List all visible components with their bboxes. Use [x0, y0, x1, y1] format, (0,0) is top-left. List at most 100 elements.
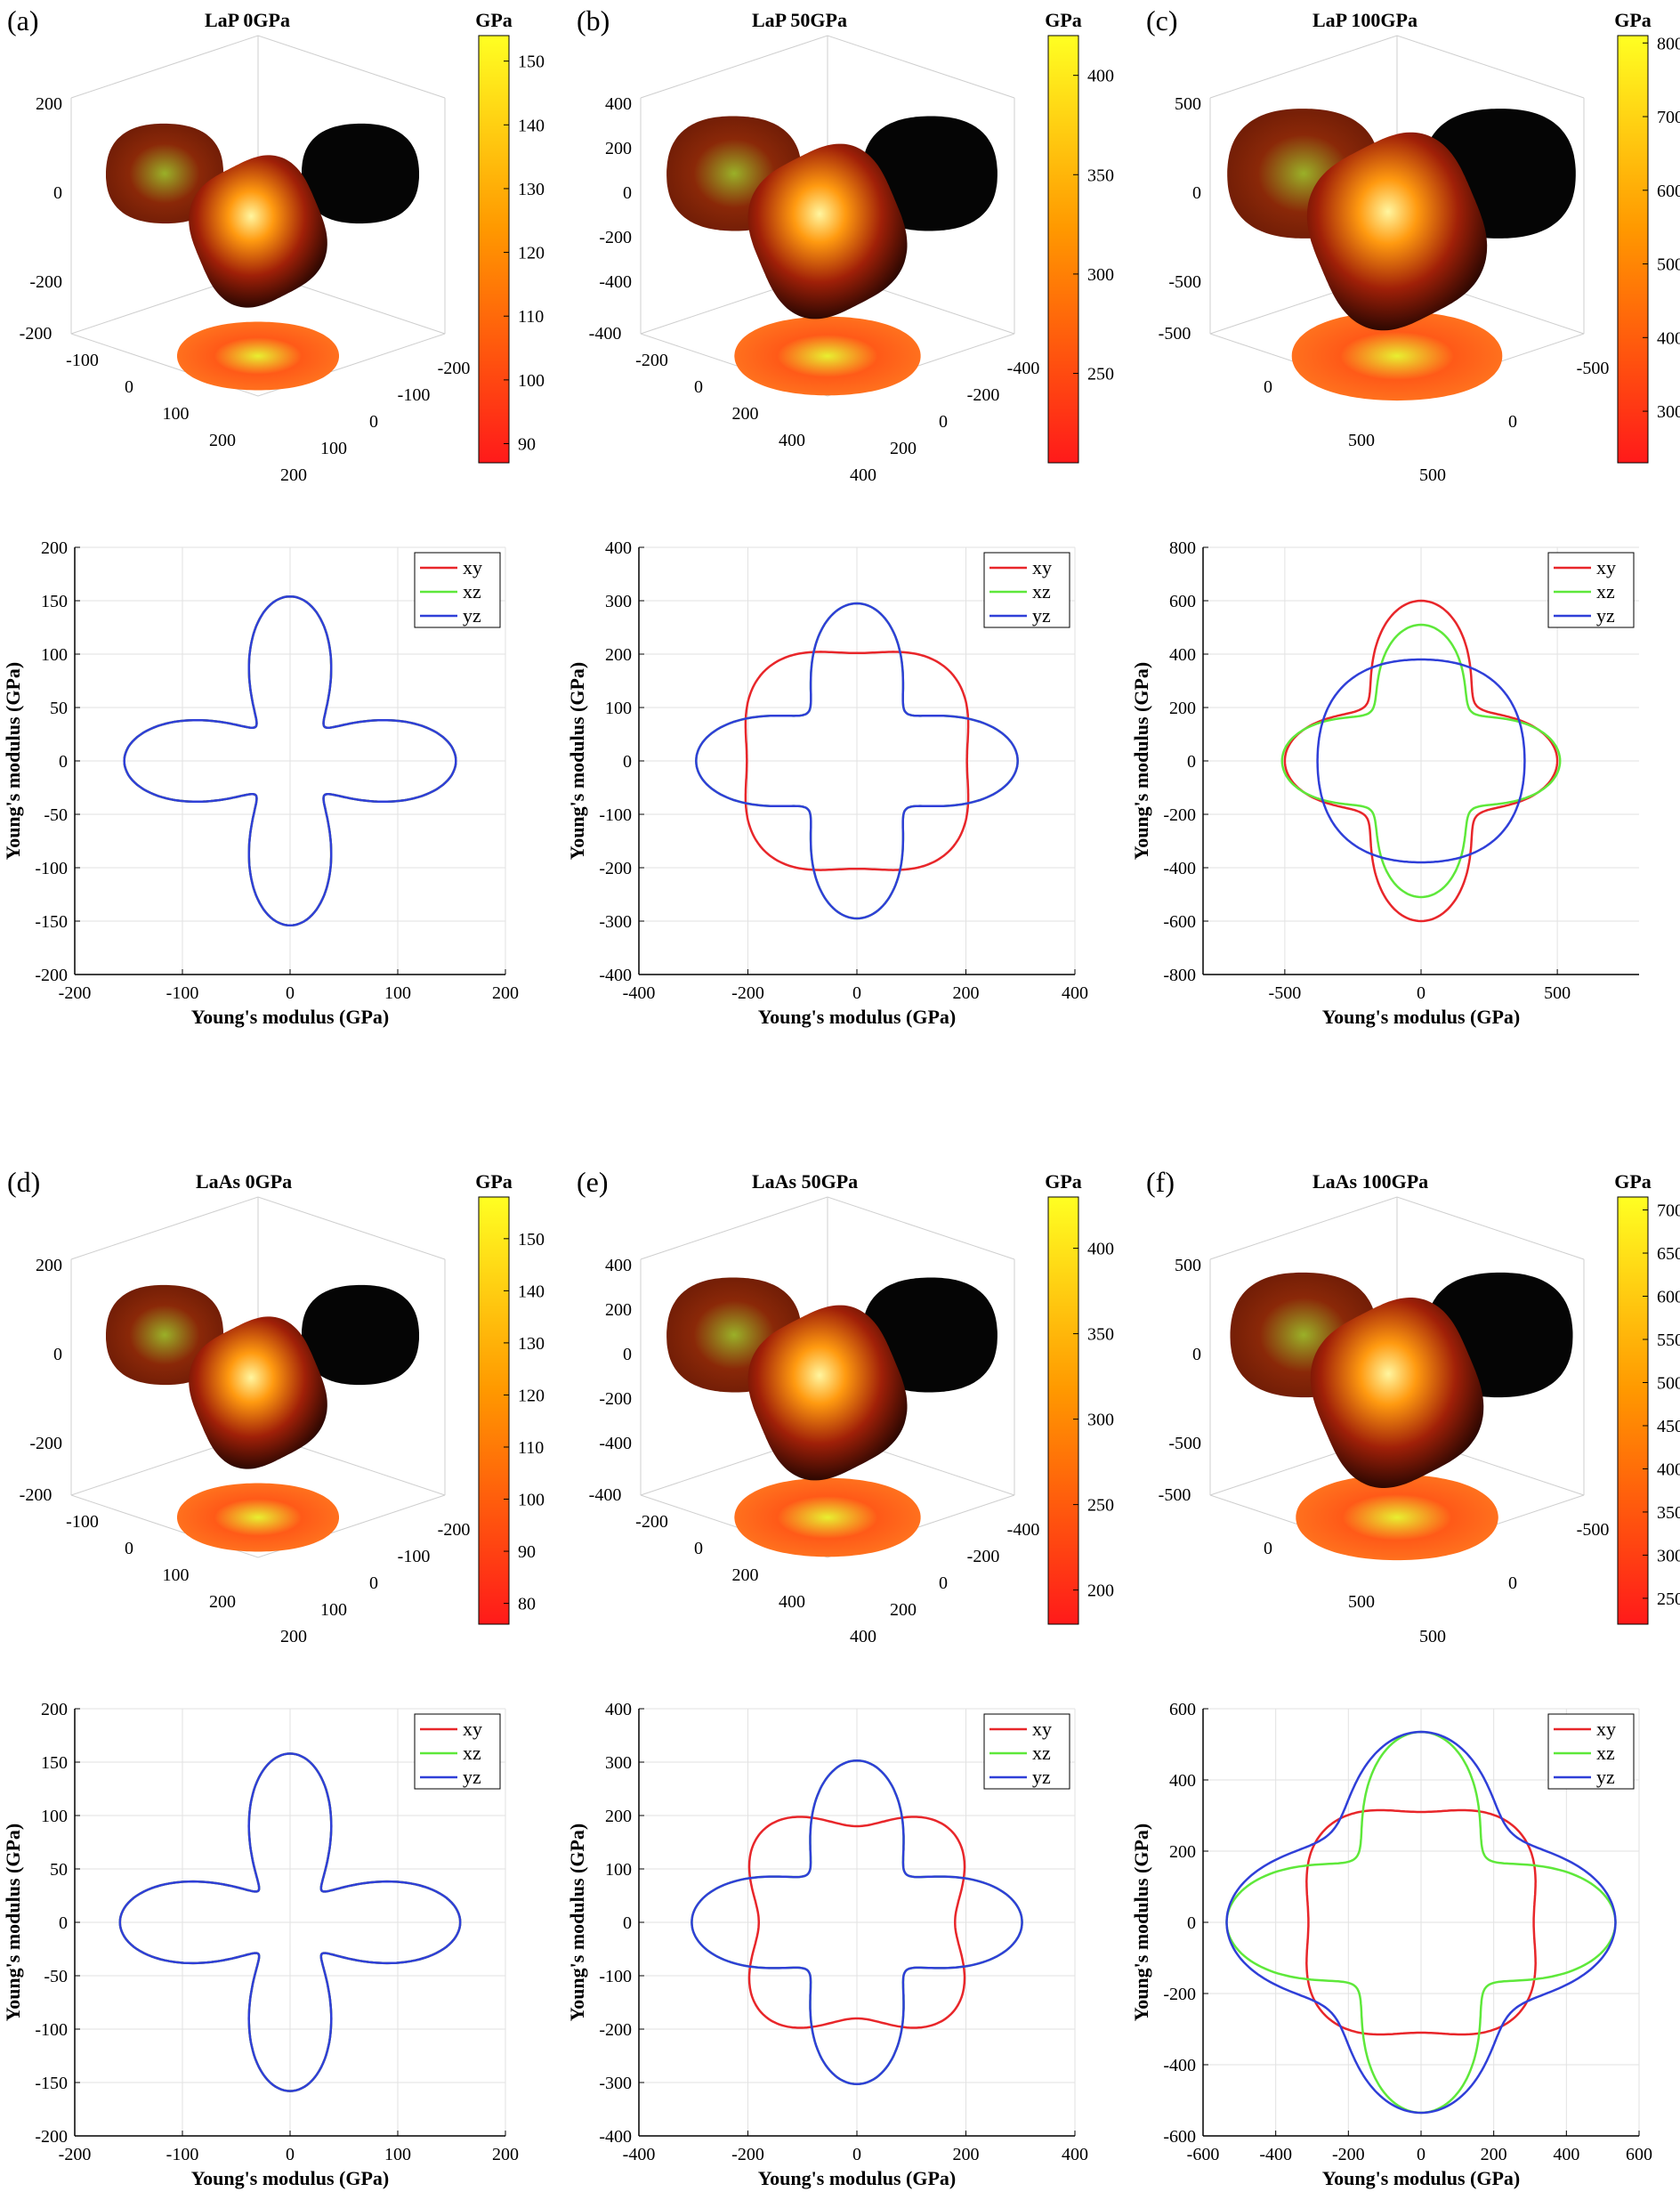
x-tick-label: 400	[779, 431, 805, 450]
y-tick-label: -400	[1163, 2056, 1196, 2075]
y-axis-label: Young's modulus (GPa)	[1130, 1824, 1152, 2022]
legend-label-xy: xy	[1596, 1718, 1616, 1740]
colorbar-unit: GPa	[1045, 9, 1082, 31]
x-tick-label: -200	[1332, 2145, 1365, 2164]
yz-projection-shadow	[302, 123, 419, 224]
y-tick-label: 100	[605, 699, 632, 718]
colorbar-tick-label: 450	[1657, 1417, 1680, 1436]
x-tick-label: 100	[384, 2145, 411, 2164]
x-axis-label: Young's modulus (GPa)	[758, 2167, 957, 2189]
colorbar-unit: GPa	[1614, 9, 1652, 31]
surface-panel: (b) LaP 50GPa -400 -200 0 200 400 -400 -200 0 200 4…	[577, 4, 1114, 485]
y-tick-label: 500	[1419, 465, 1446, 485]
z-tick-label: 0	[1192, 1345, 1201, 1364]
y-tick-label: -100	[599, 805, 632, 825]
x-tick-label: 200	[953, 983, 980, 1003]
x-tick-label: 400	[1553, 2145, 1579, 2164]
x-tick-label: -500	[1159, 324, 1191, 344]
colorbar-tick-label: 130	[518, 1334, 545, 1354]
colorbar-tick-label: 350	[1657, 1503, 1680, 1523]
y-tick-label: -100	[398, 1547, 431, 1566]
y-tick-label: -100	[35, 2020, 68, 2040]
xy-projection-shadow	[177, 1483, 339, 1552]
y-tick-label: -200	[599, 2020, 632, 2040]
y-tick-label: -150	[35, 2074, 68, 2093]
y-tick-label: 600	[1169, 1700, 1196, 1719]
colorbar-tick-label: 200	[1087, 1581, 1114, 1601]
colorbar-tick-label: 400	[1087, 67, 1114, 86]
colorbar-unit: GPa	[475, 9, 513, 31]
x-tick-label: -400	[589, 324, 622, 344]
xy-projection-shadow	[734, 1477, 921, 1557]
colorbar: GPa 200 250 300 350 400	[1045, 1170, 1114, 1625]
colorbar-tick-label: 350	[1087, 166, 1114, 185]
colorbar-tick-label: 700	[1657, 1201, 1680, 1221]
y-tick-label: 0	[1187, 752, 1196, 772]
surface-panel: (a) LaP 0GPa -200 0 200 -200 -100 0 100 200 -200 -1…	[7, 4, 545, 485]
y-tick-label: 400	[1169, 645, 1196, 665]
young-modulus-surface	[747, 143, 908, 319]
axis-box	[70, 35, 446, 397]
colorbar-tick-label: 90	[518, 1542, 536, 1562]
line-plots: -200 -100 0 100 200-200-150-100-500501001502…	[2, 538, 1652, 2189]
y-tick-label: 100	[320, 439, 347, 458]
y-tick-label: -400	[599, 2127, 632, 2147]
colorbar-tick-label: 300	[1087, 1411, 1114, 1430]
x-tick-label: 200	[209, 1592, 236, 1612]
x-tick-label: -400	[589, 1485, 622, 1505]
y-tick-label: -200	[967, 385, 1000, 405]
x-tick-label: -500	[1269, 983, 1302, 1003]
xy-projection-shadow	[734, 316, 921, 396]
z-tick-label: -200	[599, 1389, 632, 1409]
x-tick-label: 100	[163, 404, 190, 424]
y-tick-label: -200	[1163, 1985, 1196, 2004]
y-tick-label: 200	[605, 1807, 632, 1826]
x-tick-label: 200	[732, 1565, 759, 1585]
axis-box	[1209, 1196, 1585, 1558]
x-tick-label: 200	[492, 983, 519, 1003]
y-tick-label: 800	[1169, 538, 1196, 558]
axis-box	[640, 35, 1015, 397]
surface-panel: (e) LaAs 50GPa -400 -200 0 200 400 -400 -200 0 200…	[577, 1166, 1114, 1646]
colorbar-tick-label: 500	[1657, 1373, 1680, 1393]
y-axis-label: Young's modulus (GPa)	[2, 1824, 24, 2022]
y-tick-label: 0	[59, 1913, 68, 1933]
colorbar-tick-label: 250	[1087, 1496, 1114, 1516]
y-tick-label: 200	[41, 538, 68, 558]
legend-label-xy: xy	[1596, 556, 1616, 578]
colorbar-tick-label: 300	[1657, 1546, 1680, 1565]
colorbar: GPa 250 300 350 400	[1045, 9, 1114, 464]
x-axis-label: Young's modulus (GPa)	[191, 2167, 390, 2189]
z-tick-label: 200	[36, 1256, 62, 1275]
y-tick-label: 50	[50, 699, 68, 718]
legend-label-xy: xy	[463, 556, 482, 578]
surface-plots: (a) LaP 0GPa -200 0 200 -200 -100 0 100 200 -200 -1…	[7, 4, 1680, 1646]
panel-title: LaP 50GPa	[752, 9, 847, 31]
y-tick-label: 0	[1508, 412, 1517, 432]
surface-group	[106, 1284, 419, 1552]
colorbar-tick-label: 120	[518, 1386, 545, 1405]
y-tick-label: 600	[1169, 592, 1196, 611]
yz-projection-shadow	[302, 1284, 419, 1386]
y-tick-label: 0	[59, 752, 68, 772]
x-tick-label: -200	[59, 983, 92, 1003]
x-tick-label: -400	[1259, 2145, 1292, 2164]
y-tick-label: 200	[890, 1600, 917, 1620]
z-tick-label: 500	[1175, 94, 1201, 114]
series-yz-curve	[118, 1752, 462, 2092]
x-axis-label: Young's modulus (GPa)	[1322, 1006, 1521, 1028]
legend-label-yz: yz	[1596, 604, 1615, 627]
legend-label-xz: xz	[463, 1742, 481, 1764]
colorbar-tick-label: 500	[1657, 255, 1680, 275]
x-tick-label: 0	[852, 2145, 861, 2164]
x-tick-label: 100	[384, 983, 411, 1003]
y-tick-label: 400	[850, 1627, 876, 1646]
legend-label-xz: xz	[1596, 1742, 1615, 1764]
y-tick-label: 100	[41, 1807, 68, 1826]
y-tick-label: 400	[1169, 1771, 1196, 1791]
x-tick-label: -600	[1187, 2145, 1220, 2164]
legend-label-yz: yz	[1596, 1766, 1615, 1788]
y-tick-label: 0	[623, 1913, 632, 1933]
x-tick-label: 0	[1417, 983, 1426, 1003]
